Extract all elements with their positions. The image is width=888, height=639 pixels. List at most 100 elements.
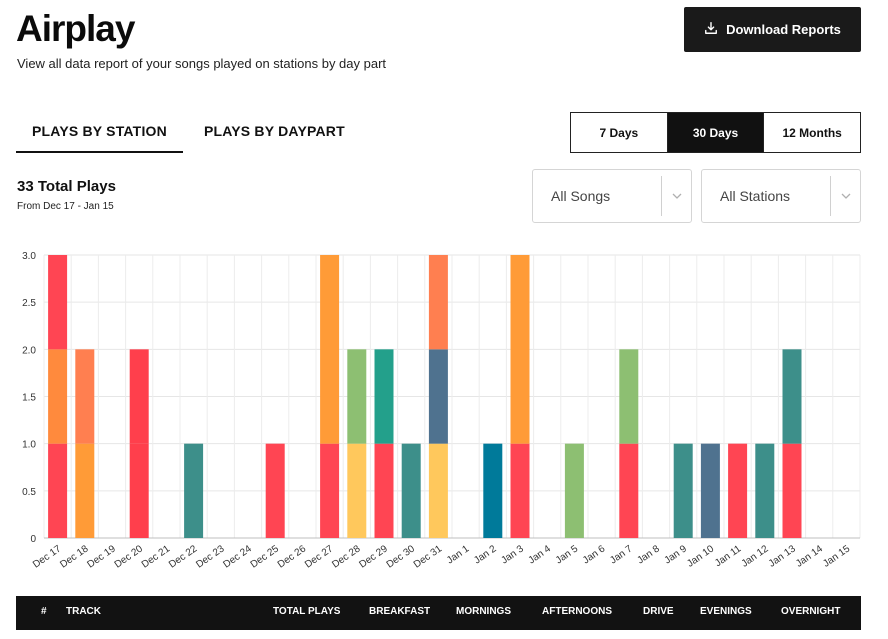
chevron-down-icon xyxy=(831,190,860,202)
x-tick-label: Jan 14 xyxy=(794,543,825,569)
stations-select[interactable]: All Stations xyxy=(701,169,861,223)
download-reports-label: Download Reports xyxy=(726,22,841,37)
bar-segment xyxy=(782,349,802,444)
chevron-down-icon xyxy=(662,190,691,202)
bar-segment xyxy=(374,349,394,444)
col-evenings[interactable]: EVENINGS xyxy=(700,606,752,617)
col-breakfast[interactable]: BREAKFAST xyxy=(369,606,431,617)
x-tick-label: Jan 12 xyxy=(740,543,771,569)
page-subtitle: View all data report of your songs playe… xyxy=(17,56,387,71)
bar-segment xyxy=(48,349,68,444)
x-tick-label: Jan 3 xyxy=(499,543,526,566)
bar-segment xyxy=(428,255,448,350)
bar-segment xyxy=(755,443,775,538)
bar-segment xyxy=(75,349,95,444)
select-divider xyxy=(661,176,662,216)
bar-segment xyxy=(428,443,448,538)
x-tick-label: Dec 19 xyxy=(85,543,118,570)
bar-segment xyxy=(401,443,421,538)
bar-segment xyxy=(374,443,394,538)
date-range-label: From Dec 17 - Jan 15 xyxy=(17,201,114,212)
bar-segment xyxy=(320,255,340,444)
bar-segment xyxy=(619,443,639,538)
tab-plays-by-station[interactable]: PLAYS BY STATION xyxy=(16,116,183,153)
bar-segment xyxy=(619,349,639,444)
bar-segment xyxy=(75,443,95,538)
time-range-selector: 7 Days 30 Days 12 Months xyxy=(570,112,861,153)
x-tick-label: Dec 27 xyxy=(303,543,336,570)
bar-segment xyxy=(510,255,530,444)
x-tick-label: Jan 7 xyxy=(608,543,635,566)
x-tick-label: Dec 20 xyxy=(113,543,146,570)
page-title: Airplay xyxy=(16,8,135,49)
y-tick-label: 0 xyxy=(30,534,36,545)
bar-segment xyxy=(48,255,68,350)
x-tick-label: Dec 29 xyxy=(357,543,390,570)
bar-segment xyxy=(700,443,720,538)
bar-segment xyxy=(265,443,285,538)
x-tick-label: Jan 8 xyxy=(635,543,662,566)
x-tick-label: Jan 13 xyxy=(767,543,798,569)
total-plays: 33 Total Plays xyxy=(17,178,116,195)
col-track[interactable]: TRACK xyxy=(66,606,101,617)
table-header: # TRACK TOTAL PLAYS BREAKFAST MORNINGS A… xyxy=(16,596,861,630)
view-tabs: PLAYS BY STATION PLAYS BY DAYPART xyxy=(16,116,361,153)
x-tick-label: Dec 21 xyxy=(140,543,173,570)
select-divider xyxy=(830,176,831,216)
range-7-days-button[interactable]: 7 Days xyxy=(571,113,668,152)
col-mornings[interactable]: MORNINGS xyxy=(456,606,511,617)
bar-segment xyxy=(428,349,448,444)
x-tick-label: Dec 30 xyxy=(385,543,418,570)
download-icon xyxy=(704,21,718,38)
x-tick-label: Jan 4 xyxy=(527,543,554,566)
col-number: # xyxy=(41,606,47,617)
col-afternoons[interactable]: AFTERNOONS xyxy=(542,606,612,617)
x-tick-label: Dec 23 xyxy=(194,543,227,570)
tab-plays-by-daypart[interactable]: PLAYS BY DAYPART xyxy=(203,123,345,139)
range-12-months-button[interactable]: 12 Months xyxy=(782,125,842,140)
bar-segment xyxy=(184,443,204,538)
x-tick-label: Jan 6 xyxy=(581,543,608,566)
range-30-days-button[interactable]: 30 Days xyxy=(667,113,765,152)
songs-select[interactable]: All Songs xyxy=(532,169,692,223)
stations-select-value: All Stations xyxy=(720,188,791,204)
col-overnight[interactable]: OVERNIGHT xyxy=(781,606,841,617)
x-tick-label: Dec 25 xyxy=(249,543,282,570)
y-tick-label: 1.5 xyxy=(22,393,36,404)
x-tick-label: Jan 1 xyxy=(445,543,472,566)
x-tick-label: Jan 2 xyxy=(472,543,499,566)
bar-segment xyxy=(673,443,693,538)
bar-segment xyxy=(129,443,149,538)
bar-segment xyxy=(564,443,584,538)
bar-segment xyxy=(728,443,748,538)
x-tick-label: Dec 26 xyxy=(276,543,309,570)
x-tick-label: Dec 22 xyxy=(167,543,200,570)
x-tick-label: Dec 18 xyxy=(58,543,91,570)
bar-segment xyxy=(347,349,367,444)
bar-segment xyxy=(347,443,367,538)
x-tick-label: Dec 31 xyxy=(412,543,445,570)
y-tick-label: 1.0 xyxy=(22,440,36,451)
y-tick-label: 2.0 xyxy=(22,345,36,356)
download-reports-button[interactable]: Download Reports xyxy=(684,7,861,52)
x-tick-label: Jan 5 xyxy=(554,543,581,566)
bar-segment xyxy=(320,443,340,538)
col-drive[interactable]: DRIVE xyxy=(643,606,674,617)
bar-segment xyxy=(510,443,530,538)
x-tick-label: Jan 15 xyxy=(821,543,852,569)
col-total-plays[interactable]: TOTAL PLAYS xyxy=(273,606,341,617)
x-tick-label: Jan 9 xyxy=(663,543,690,566)
songs-select-value: All Songs xyxy=(551,188,611,204)
x-tick-label: Dec 28 xyxy=(330,543,363,570)
bar-segment xyxy=(48,443,68,538)
x-tick-label: Dec 17 xyxy=(31,543,64,570)
bar-segment xyxy=(483,443,503,538)
bar-segment xyxy=(782,443,802,538)
x-tick-label: Dec 24 xyxy=(221,543,254,570)
x-tick-label: Jan 11 xyxy=(713,543,744,569)
x-tick-label: Jan 10 xyxy=(685,543,716,569)
y-tick-label: 3.0 xyxy=(22,251,36,262)
y-tick-label: 2.5 xyxy=(22,298,36,309)
bar-segment xyxy=(129,349,149,444)
